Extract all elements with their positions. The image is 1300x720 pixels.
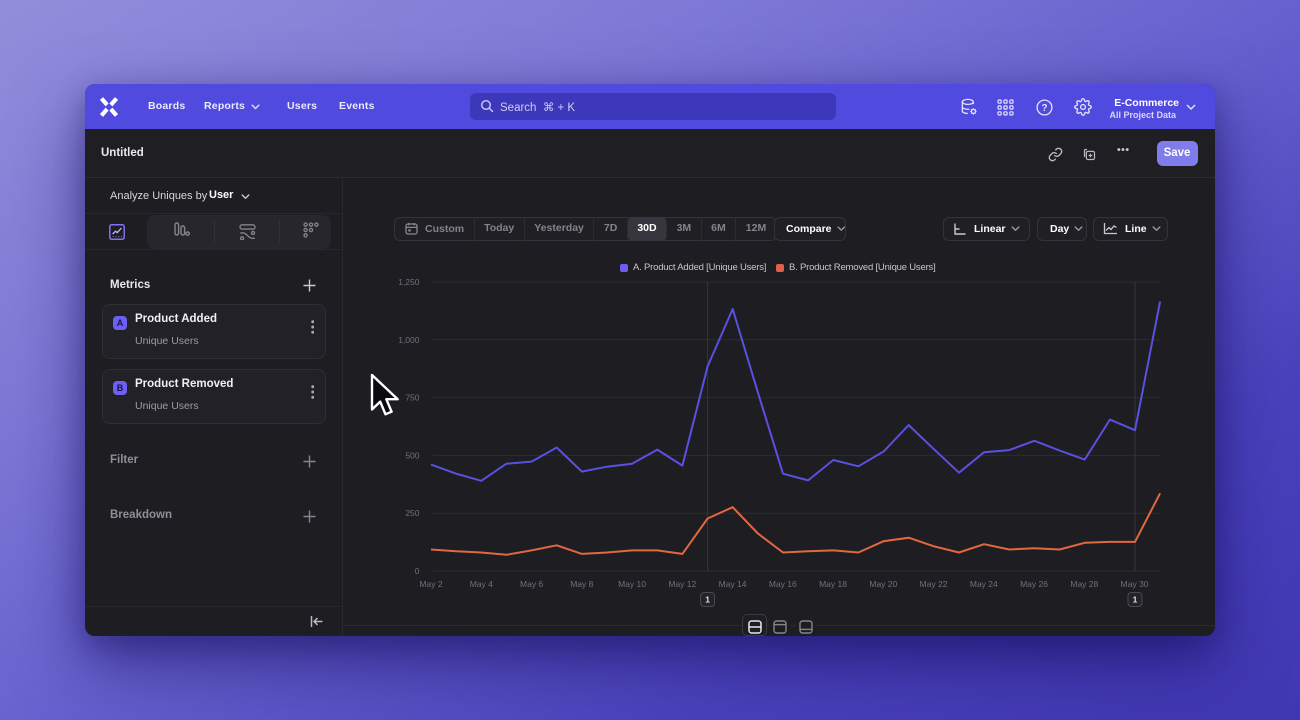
svg-text:May 6: May 6 [520, 579, 543, 589]
svg-text:May 14: May 14 [719, 579, 747, 589]
svg-text:500: 500 [405, 450, 419, 460]
svg-text:May 2: May 2 [419, 579, 442, 589]
svg-text:0: 0 [415, 566, 420, 576]
svg-text:1: 1 [1133, 595, 1138, 605]
svg-text:1,250: 1,250 [398, 277, 420, 287]
svg-text:May 30: May 30 [1121, 579, 1149, 589]
svg-text:May 26: May 26 [1020, 579, 1048, 589]
svg-text:May 12: May 12 [668, 579, 696, 589]
svg-text:1: 1 [705, 595, 710, 605]
svg-text:May 4: May 4 [470, 579, 493, 589]
svg-text:May 22: May 22 [920, 579, 948, 589]
svg-text:May 18: May 18 [819, 579, 847, 589]
svg-text:1,000: 1,000 [398, 335, 420, 345]
svg-text:750: 750 [405, 393, 419, 403]
svg-text:May 28: May 28 [1070, 579, 1098, 589]
svg-text:May 24: May 24 [970, 579, 998, 589]
svg-text:May 8: May 8 [570, 579, 593, 589]
svg-text:May 10: May 10 [618, 579, 646, 589]
svg-text:May 20: May 20 [869, 579, 897, 589]
svg-text:250: 250 [405, 508, 419, 518]
svg-text:May 16: May 16 [769, 579, 797, 589]
svg-text:?: ? [1041, 103, 1047, 114]
